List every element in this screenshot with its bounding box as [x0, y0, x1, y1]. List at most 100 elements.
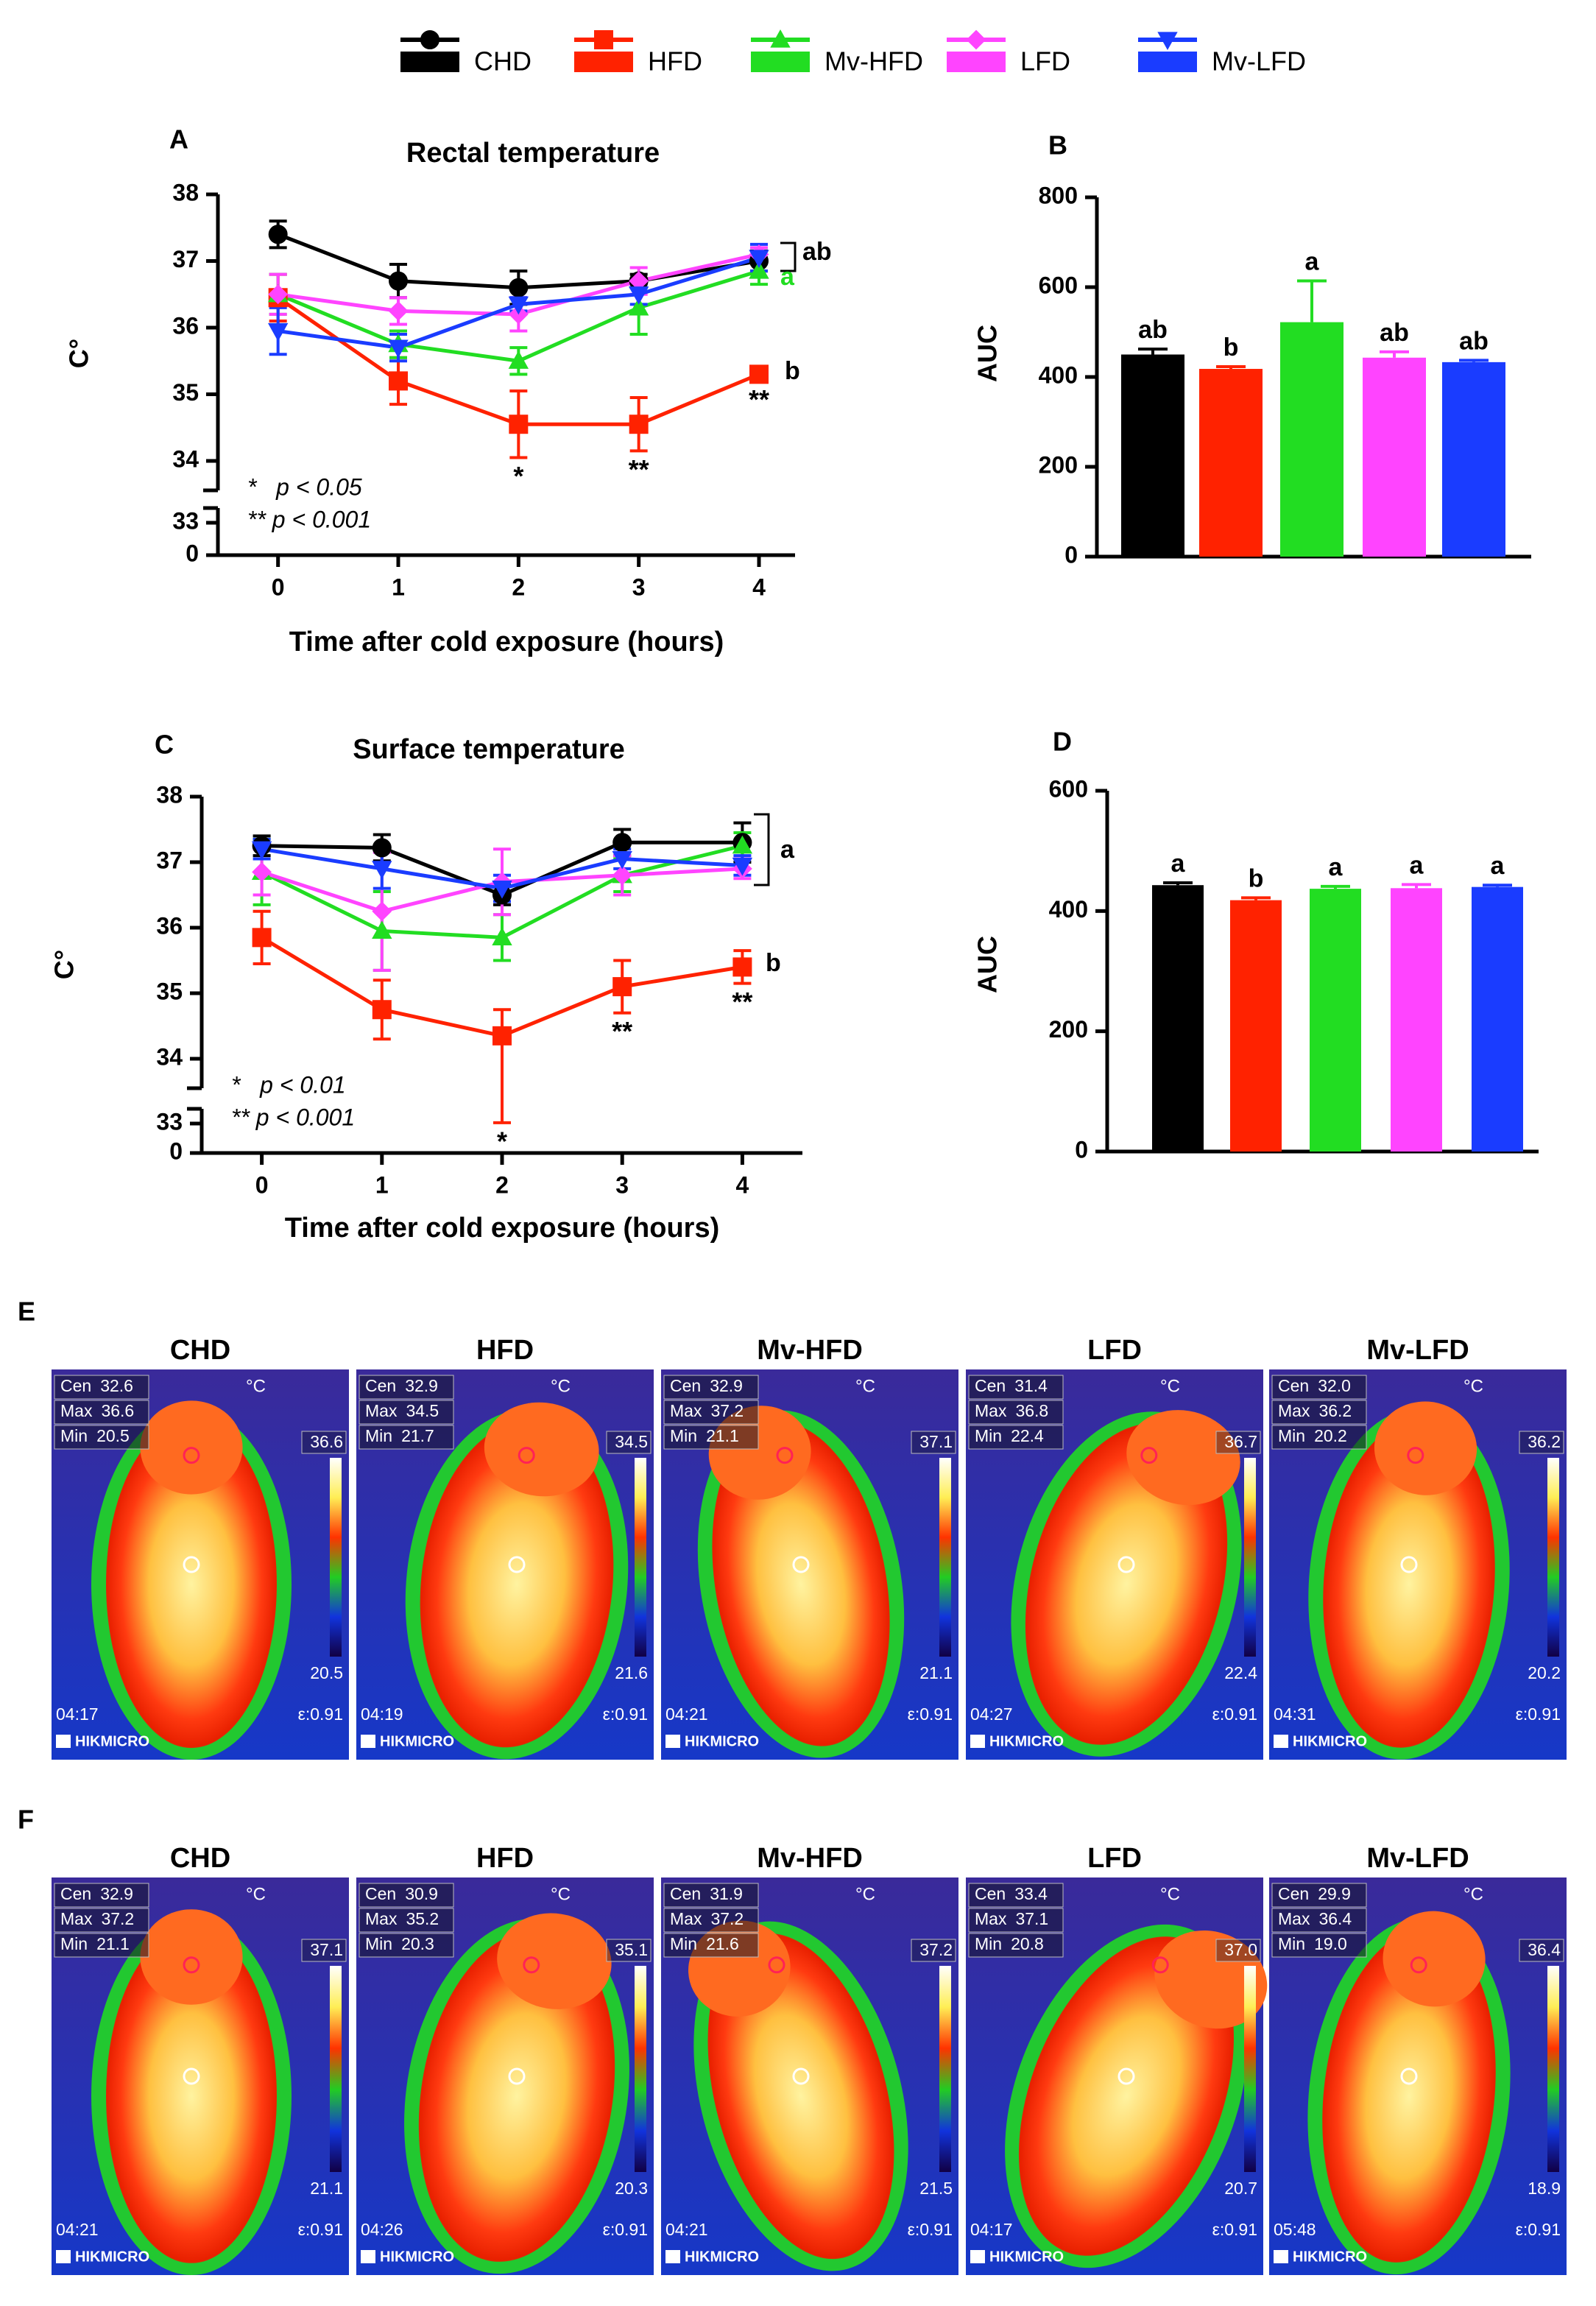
readout: Min 22.4 — [975, 1426, 1044, 1445]
readout-value: 20.2 — [1314, 1426, 1347, 1445]
readout-box — [663, 1883, 759, 1908]
brand: HIKMICRO — [75, 1733, 149, 1749]
group-letter: a — [1410, 851, 1424, 879]
image-title: Mv-LFD — [1366, 1335, 1469, 1366]
readout-box — [968, 1375, 1064, 1400]
body — [106, 1929, 277, 2263]
brand: HIKMICRO — [989, 2249, 1064, 2265]
thermal-image: Cen 31.4 Max 36.8 Min 22.4 °C 36.7 22.4 04:27 ε:0.… — [966, 1369, 1263, 1760]
marker — [372, 1000, 392, 1020]
scale-min: 20.2 — [1528, 1663, 1561, 1682]
cursor — [792, 1556, 810, 1573]
marker — [732, 957, 752, 977]
significance-mark: ** — [612, 1016, 632, 1046]
unit: °C — [551, 1884, 571, 1904]
thermal-image: Cen 32.6 Max 36.6 Min 20.5 °C 36.6 20.5 04:17 ε:0.… — [52, 1369, 349, 1760]
legend-swatch — [751, 52, 810, 72]
chart-title: Rectal temperature — [406, 138, 660, 169]
readout-box — [663, 1375, 759, 1400]
image-title: HFD — [476, 1843, 534, 1874]
legend-label: Mv-LFD — [1212, 46, 1306, 77]
x-tick-label: 3 — [632, 574, 646, 600]
group-letter: a — [1305, 247, 1320, 275]
emissivity: ε:0.91 — [1516, 2220, 1561, 2239]
marker — [268, 225, 288, 244]
image-title: Mv-HFD — [757, 1843, 863, 1874]
image-title: Mv-LFD — [1366, 1843, 1469, 1874]
marker — [612, 977, 632, 997]
x-tick-label: 1 — [375, 1171, 389, 1198]
y-tick-label: 400 — [1049, 896, 1088, 923]
y-tick-label: 200 — [1049, 1016, 1088, 1043]
readout-box — [359, 1933, 454, 1958]
x-axis-label: Time after cold exposure (hours) — [285, 1213, 720, 1244]
scale-max-box — [1519, 1939, 1564, 1962]
group-letter: b — [1224, 334, 1239, 362]
readout-label: Cen — [365, 1376, 396, 1395]
readout-value: 33.4 — [1014, 1884, 1048, 1903]
error-bar — [1138, 348, 1168, 355]
brand-icon — [970, 1735, 985, 1748]
readout-label: Cen — [60, 1884, 91, 1903]
color-scale — [330, 1966, 342, 2172]
scale-min: 20.5 — [310, 1663, 343, 1682]
cursor — [1410, 1956, 1427, 1974]
y-tick-label: 0 — [169, 1138, 183, 1164]
x-axis-label: Time after cold exposure (hours) — [289, 627, 724, 657]
time: 04:21 — [665, 2220, 708, 2239]
y-tick-label: 33 — [156, 1108, 183, 1135]
readout-box — [968, 1425, 1064, 1450]
color-scale — [1244, 1966, 1256, 2172]
y-tick-label: 600 — [1049, 775, 1088, 802]
marker — [749, 250, 769, 269]
bar — [1363, 357, 1426, 557]
readout: Cen 32.6 — [60, 1376, 133, 1395]
emissivity: ε:0.91 — [1212, 2220, 1257, 2239]
readout: Min 21.1 — [670, 1426, 739, 1445]
emissivity: ε:0.91 — [603, 2220, 648, 2239]
time: 04:21 — [56, 2220, 99, 2239]
marker — [388, 300, 409, 321]
readout-value: 32.9 — [710, 1376, 743, 1395]
thermal-image: Cen 32.9 Max 37.2 Min 21.1 °C 37.1 21.1 04:21 ε:0.… — [661, 1369, 958, 1760]
readout-label: Min — [365, 1934, 392, 1953]
scale-min: 21.1 — [310, 2179, 343, 2198]
y-tick-label: 800 — [1039, 182, 1078, 208]
marker — [1157, 32, 1178, 51]
readout-value: 36.6 — [101, 1401, 134, 1420]
scale-min: 21.1 — [919, 1663, 953, 1682]
legend-item: LFD — [947, 29, 1070, 77]
y-axis-label: C° — [49, 950, 80, 979]
bar — [1199, 369, 1263, 557]
readout-label: Max — [1278, 1401, 1310, 1420]
marker — [732, 835, 753, 854]
scale-max: 37.1 — [310, 1940, 343, 1959]
x-tick-label: 3 — [615, 1171, 629, 1198]
cursor — [1407, 1447, 1424, 1464]
readout: Min 20.3 — [365, 1934, 434, 1953]
unit: °C — [246, 1884, 266, 1904]
bar — [1152, 885, 1204, 1152]
readout-label: Cen — [1278, 1884, 1309, 1903]
readout: Max 36.8 — [975, 1401, 1048, 1420]
marker — [372, 901, 392, 922]
panel-label: C — [155, 730, 174, 760]
scale-max: 37.1 — [919, 1432, 953, 1451]
readout: Max 34.5 — [365, 1401, 439, 1420]
readout-value: 36.2 — [1318, 1401, 1352, 1420]
group-letter: a — [1491, 852, 1505, 880]
readout-box — [1271, 1375, 1367, 1400]
cursor — [1117, 1556, 1135, 1573]
unit: °C — [1160, 1884, 1180, 1904]
error-bar — [1321, 884, 1350, 889]
cursor — [1400, 2067, 1418, 2085]
marker — [492, 881, 512, 899]
readout-label: Min — [670, 1934, 697, 1953]
marker — [749, 261, 769, 279]
readout: Max 35.2 — [365, 1909, 439, 1928]
marker — [420, 30, 439, 49]
y-tick-label: 35 — [172, 379, 199, 406]
readout-box — [54, 1883, 149, 1908]
readout-value: 20.3 — [401, 1934, 434, 1953]
unit: °C — [1160, 1376, 1180, 1396]
